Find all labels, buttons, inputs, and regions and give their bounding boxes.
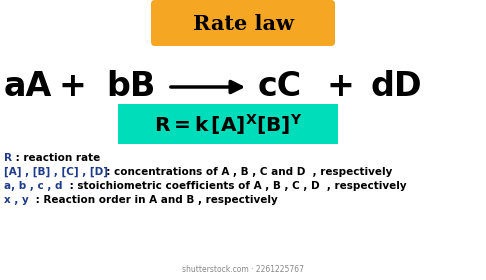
Text: +: + <box>58 71 86 104</box>
Text: x , y: x , y <box>4 195 29 205</box>
Text: aA: aA <box>4 71 52 104</box>
Text: : stoichiometric coefficients of A , B , C , D  , respectively: : stoichiometric coefficients of A , B ,… <box>66 181 407 191</box>
FancyBboxPatch shape <box>118 104 338 144</box>
Text: : reaction rate: : reaction rate <box>12 153 100 163</box>
Text: a, b , c , d: a, b , c , d <box>4 181 63 191</box>
Text: Rate law: Rate law <box>192 14 294 34</box>
Text: +: + <box>326 71 354 104</box>
Text: dD: dD <box>370 71 422 104</box>
Text: : Reaction order in A and B , respectively: : Reaction order in A and B , respective… <box>32 195 278 205</box>
Text: $\mathbf{R = k\,[A]^{X}[B]^{Y}}$: $\mathbf{R = k\,[A]^{X}[B]^{Y}}$ <box>154 113 302 137</box>
Text: cC: cC <box>258 71 302 104</box>
Text: R: R <box>4 153 12 163</box>
Text: : concentrations of A , B , C and D  , respectively: : concentrations of A , B , C and D , re… <box>99 167 392 177</box>
FancyBboxPatch shape <box>151 0 335 46</box>
Text: [A] , [B] , [C] , [D]: [A] , [B] , [C] , [D] <box>4 167 108 177</box>
Text: bB: bB <box>106 71 156 104</box>
Text: shutterstock.com · 2261225767: shutterstock.com · 2261225767 <box>182 265 304 274</box>
